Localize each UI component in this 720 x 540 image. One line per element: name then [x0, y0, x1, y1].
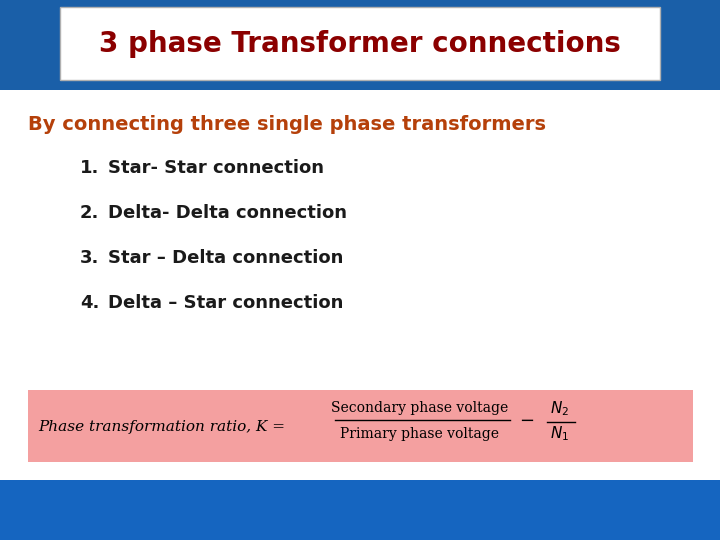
Text: $N_1$: $N_1$	[550, 424, 570, 443]
Text: 1.: 1.	[80, 159, 99, 177]
Text: Secondary phase voltage: Secondary phase voltage	[331, 401, 508, 415]
Text: Star – Delta connection: Star – Delta connection	[108, 249, 343, 267]
Text: 3 phase Transformer connections: 3 phase Transformer connections	[99, 30, 621, 57]
Text: −: −	[519, 412, 534, 430]
Text: 2.: 2.	[80, 204, 99, 222]
Text: Delta- Delta connection: Delta- Delta connection	[108, 204, 347, 222]
FancyBboxPatch shape	[60, 7, 660, 80]
Text: Delta – Star connection: Delta – Star connection	[108, 294, 343, 312]
Text: Primary phase voltage: Primary phase voltage	[341, 427, 500, 441]
Text: By connecting three single phase transformers: By connecting three single phase transfo…	[28, 116, 546, 134]
FancyBboxPatch shape	[0, 90, 720, 480]
Text: 4.: 4.	[80, 294, 99, 312]
Text: Star- Star connection: Star- Star connection	[108, 159, 324, 177]
Text: 3.: 3.	[80, 249, 99, 267]
FancyBboxPatch shape	[0, 0, 720, 90]
FancyBboxPatch shape	[28, 390, 693, 462]
Text: $N_2$: $N_2$	[551, 400, 570, 419]
Text: Phase transformation ratio, K =: Phase transformation ratio, K =	[38, 420, 290, 434]
FancyBboxPatch shape	[0, 480, 720, 540]
